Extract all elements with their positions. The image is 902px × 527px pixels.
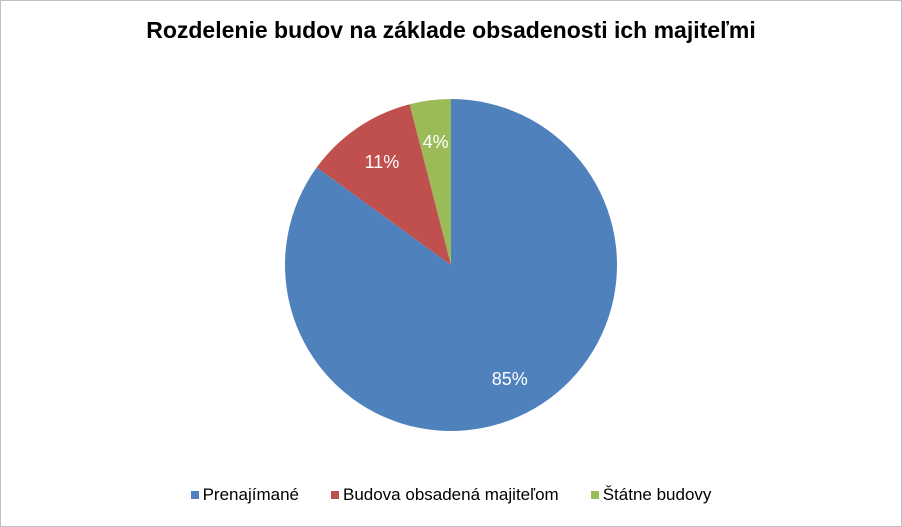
legend-swatch (330, 491, 339, 499)
chart-title: Rozdelenie budov na základe obsadenosti … (146, 17, 756, 43)
legend-label: Štátne budovy (602, 485, 712, 504)
legend-item: Budova obsadená majiteľom (330, 485, 559, 505)
legend-label: Budova obsadená majiteľom (342, 485, 559, 504)
legend-swatch (590, 491, 599, 499)
pie-slice (409, 99, 451, 265)
data-label: 4% (423, 132, 449, 152)
legend-item: Prenajímané (190, 485, 299, 505)
legend-item: Štátne budovy (590, 485, 712, 505)
legend-swatch (190, 491, 199, 499)
data-label: 11% (365, 152, 400, 172)
legend-label: Prenajímané (202, 485, 299, 504)
pie-slice (316, 104, 451, 265)
legend: Prenajímané Budova obsadená majiteľom Štát… (1, 485, 901, 505)
data-label: 85% (492, 369, 528, 389)
